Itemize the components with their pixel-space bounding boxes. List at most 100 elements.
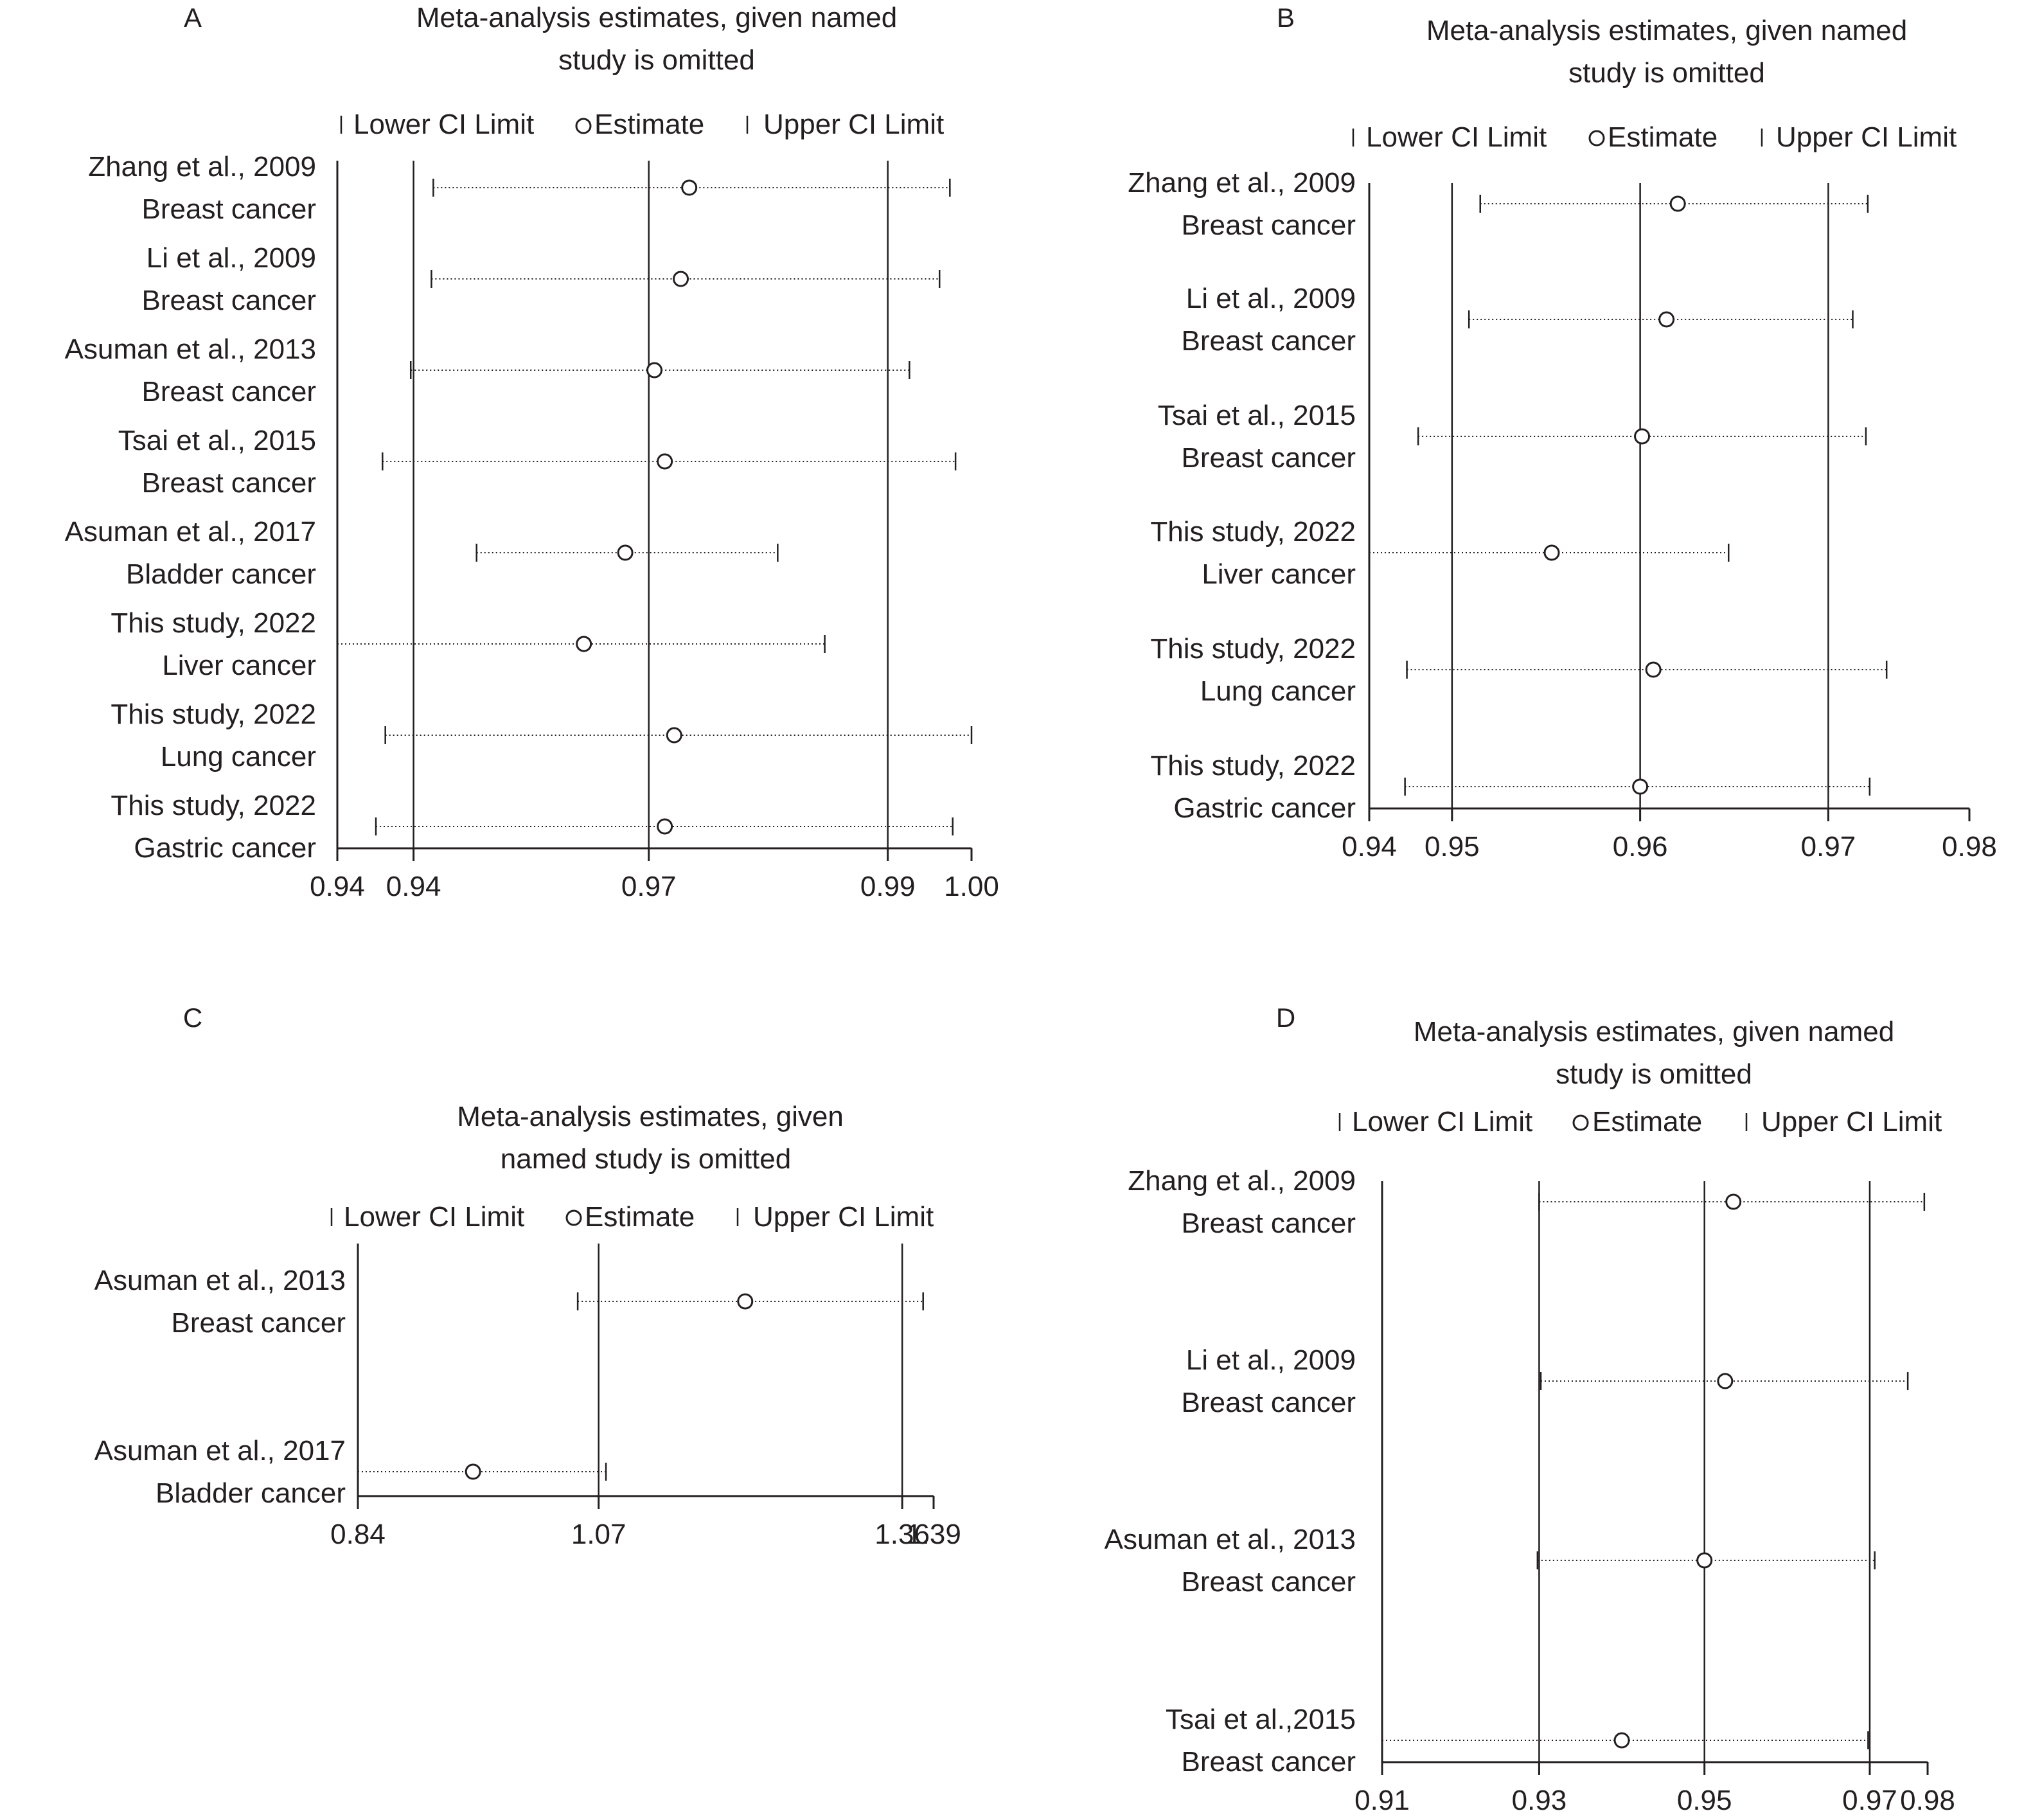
panel-title-line-1: Meta-analysis estimates, given named	[1426, 15, 1907, 46]
cancer-type-label: Breast cancer	[1182, 1387, 1356, 1418]
panel-letter: B	[1277, 3, 1295, 33]
legend-estimate-label: Estimate	[1608, 121, 1718, 153]
study-label: Zhang et al., 2009	[1128, 167, 1356, 199]
estimate-marker	[1669, 195, 1686, 212]
forest-plot: 0.94 0.95 0.96 0.97 0.98 Zhang et al., 2009 Br…	[1128, 167, 1997, 862]
legend-lower-ci-label: Lower CI Limit	[1352, 1106, 1532, 1138]
estimate-marker	[737, 1293, 754, 1310]
legend-upper-ci-label: Upper CI Limit	[763, 109, 944, 140]
legend: Lower CI Limit Estimate Upper CI Limit	[340, 109, 944, 140]
study-label: This study, 2022	[111, 607, 316, 639]
study-label: This study, 2022	[111, 699, 316, 730]
x-tick-label: 0.98	[1900, 1785, 1955, 1816]
estimate-marker	[1645, 661, 1662, 678]
study-label: Li et al., 2009	[1186, 283, 1356, 314]
x-tick-label: 0.97	[621, 871, 677, 902]
cancer-type-label: Breast cancer	[1182, 1208, 1356, 1239]
study-label: Asuman et al., 2017	[65, 516, 316, 548]
panel-title-line-1: Meta-analysis estimates, given	[457, 1101, 844, 1132]
cancer-type-label: Breast cancer	[1182, 325, 1356, 357]
cancer-type-label: Breast cancer	[142, 467, 316, 499]
cancer-type-label: Breast cancer	[142, 285, 316, 316]
estimate-marker	[681, 179, 698, 196]
panel-C: C Meta-analysis estimates, given named s…	[94, 1003, 961, 1550]
cancer-type-label: Gastric cancer	[1173, 792, 1356, 824]
panel-B: B Meta-analysis estimates, given named s…	[1128, 3, 1997, 862]
forest-plot: 0.84 1.07 1.361.39 Asuman et al., 2013 Breas…	[94, 1244, 961, 1550]
estimate-marker	[1658, 311, 1675, 328]
x-tick-label: 0.94	[310, 871, 365, 902]
estimate-marker	[646, 362, 662, 379]
cancer-type-label: Gastric cancer	[134, 832, 316, 864]
legend: Lower CI Limit Estimate Upper CI Limit	[330, 1201, 934, 1233]
legend-upper-ci-label: Upper CI Limit	[1776, 121, 1957, 153]
estimate-marker	[666, 727, 682, 744]
estimate-marker	[1696, 1552, 1713, 1569]
panel-letter: C	[183, 1003, 202, 1033]
estimate-marker	[617, 544, 634, 561]
x-tick-label: 0.95	[1677, 1785, 1732, 1816]
study-label: Asuman et al., 2013	[1105, 1524, 1356, 1555]
x-tick-label: 0.97	[1842, 1785, 1897, 1816]
study-label: This study, 2022	[1150, 750, 1356, 781]
cancer-type-label: Bladder cancer	[126, 558, 316, 590]
estimate-marker	[1613, 1732, 1630, 1749]
x-tick-label: 0.94	[386, 871, 441, 902]
panel-title-line-2: study is omitted	[1568, 57, 1765, 89]
estimate-marker	[657, 453, 673, 470]
estimate-marker	[576, 636, 592, 652]
x-tick-label: 0.95	[1425, 831, 1480, 862]
panel-title-line-1: Meta-analysis estimates, given named	[416, 2, 897, 33]
cancer-type-label: Liver cancer	[1202, 558, 1356, 590]
estimate-marker	[1717, 1373, 1734, 1389]
estimate-marker	[673, 271, 689, 287]
panel-title-line-2: named study is omitted	[501, 1143, 791, 1175]
forest-plot: 0.94 0.94 0.97 0.99 1.00 Zhang et al., 2009 Br…	[65, 151, 999, 902]
legend-estimate-label: Estimate	[585, 1201, 695, 1233]
study-label: Zhang et al., 2009	[1128, 1165, 1356, 1197]
x-tick-label: 1.39	[906, 1519, 961, 1550]
cancer-type-label: Breast cancer	[142, 376, 316, 407]
study-label: Zhang et al., 2009	[88, 151, 316, 183]
forest-plot: 0.91 0.93 0.95 0.97 0.98 Zhang et al., 2009 Br…	[1105, 1165, 1955, 1816]
panel-letter: A	[184, 3, 202, 33]
cancer-type-label: Breast cancer	[172, 1307, 346, 1339]
legend-upper-ci-label: Upper CI Limit	[753, 1201, 934, 1233]
cancer-type-label: Breast cancer	[1182, 442, 1356, 474]
legend: Lower CI Limit Estimate Upper CI Limit	[1352, 121, 1957, 153]
study-label: Tsai et al.,2015	[1166, 1704, 1356, 1735]
legend-estimate-label: Estimate	[594, 109, 704, 140]
panel-title-line-1: Meta-analysis estimates, given named	[1414, 1016, 1894, 1048]
estimate-marker	[465, 1463, 481, 1480]
legend: Lower CI Limit Estimate Upper CI Limit	[1338, 1106, 1942, 1138]
estimate-marker	[1634, 428, 1651, 445]
cancer-type-label: Lung cancer	[161, 741, 316, 772]
cancer-type-label: Bladder cancer	[155, 1477, 346, 1509]
cancer-type-label: Breast cancer	[1182, 1566, 1356, 1598]
study-label: Tsai et al., 2015	[1158, 400, 1356, 431]
legend-upper-ci-label: Upper CI Limit	[1761, 1106, 1942, 1138]
cancer-type-label: Liver cancer	[162, 650, 316, 681]
estimate-legend-marker	[1572, 1114, 1589, 1131]
x-tick-label: 0.94	[1342, 831, 1397, 862]
x-tick-label: 0.93	[1512, 1785, 1567, 1816]
estimate-marker	[1725, 1193, 1742, 1210]
x-tick-label: 0.97	[1801, 831, 1856, 862]
x-tick-label: 0.84	[330, 1519, 386, 1550]
estimate-legend-marker	[575, 118, 592, 134]
x-tick-label: 0.99	[860, 871, 916, 902]
estimate-legend-marker	[1588, 130, 1605, 147]
panel-A: A Meta-analysis estimates, given named s…	[65, 2, 999, 902]
study-label: This study, 2022	[1150, 516, 1356, 548]
estimate-marker	[1543, 544, 1560, 561]
panel-title-line-2: study is omitted	[558, 44, 755, 76]
panel-title-line-2: study is omitted	[1556, 1058, 1752, 1090]
study-label: This study, 2022	[111, 790, 316, 821]
x-tick-label: 0.96	[1613, 831, 1668, 862]
study-label: Tsai et al., 2015	[118, 425, 316, 456]
x-tick-label: 0.91	[1354, 1785, 1410, 1816]
estimate-legend-marker	[565, 1209, 582, 1226]
study-label: Asuman et al., 2013	[94, 1265, 346, 1296]
legend-estimate-label: Estimate	[1592, 1106, 1702, 1138]
